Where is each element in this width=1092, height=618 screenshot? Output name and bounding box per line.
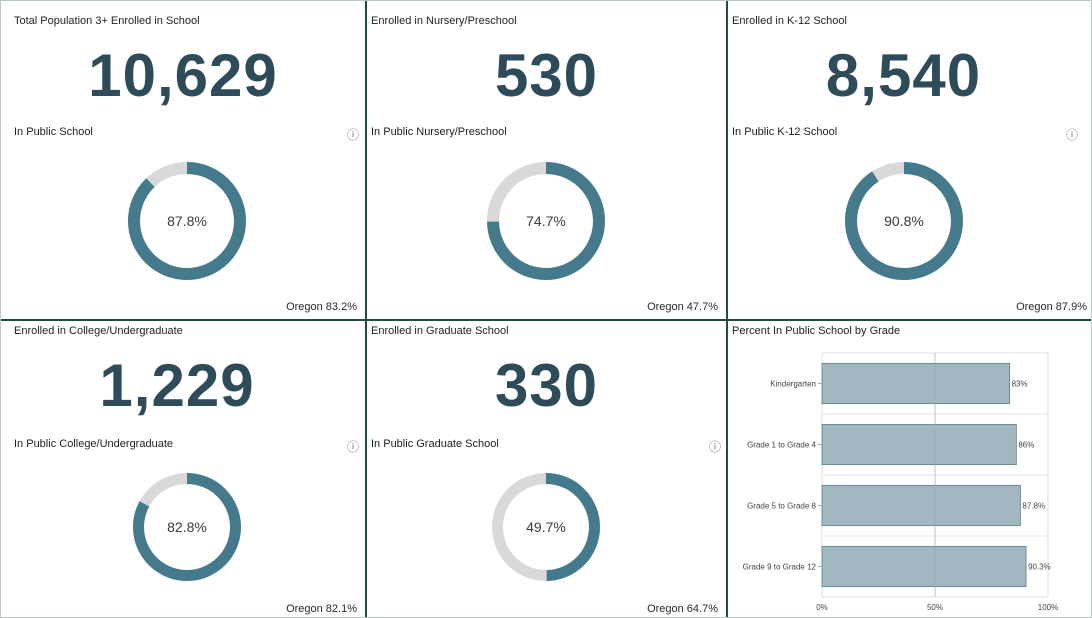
chart-title: Percent In Public School by Grade xyxy=(732,325,901,337)
donut-percent-label: 74.7% xyxy=(526,213,566,229)
info-circle-icon[interactable]: ⓘ xyxy=(709,440,722,454)
panel-total-enrolled: Total Population 3+ Enrolled in School 1… xyxy=(1,1,365,319)
panel-subtitle: In Public College/Undergraduate xyxy=(14,438,173,450)
big-number: 330 xyxy=(494,352,599,419)
panel-k12: Enrolled in K-12 School 8,540 In Public … xyxy=(728,1,1091,319)
panel-nursery-preschool: Enrolled in Nursery/Preschool 530 In Pub… xyxy=(367,1,726,319)
donut-chart: 49.7% xyxy=(492,473,600,581)
info-circle-icon[interactable]: ⓘ xyxy=(347,440,360,454)
donut-value-arc[interactable] xyxy=(492,473,600,581)
donut-chart: 82.8% xyxy=(133,473,241,581)
panel-subtitle: In Public Graduate School xyxy=(371,438,499,450)
state-reference: Oregon 82.1% xyxy=(286,603,357,615)
info-circle-icon[interactable]: ⓘ xyxy=(1066,128,1079,142)
panel-title: Total Population 3+ Enrolled in School xyxy=(14,15,200,27)
panel-grade-bar-chart: Percent In Public School by Grade Kinder… xyxy=(728,321,1091,617)
category-label: Grade 5 to Grade 8 xyxy=(747,502,816,511)
bar-chart: Kindergarten 83% Grade 1 to Grade 4 86% Grad… xyxy=(743,352,1058,612)
bar[interactable] xyxy=(821,362,1010,405)
x-tick-label: 100% xyxy=(1038,603,1058,612)
bar[interactable] xyxy=(821,545,1027,588)
category-label: Kindergarten xyxy=(770,380,816,389)
panel-subtitle: In Public K-12 School xyxy=(732,126,838,138)
category-label: Grade 1 to Grade 4 xyxy=(747,441,816,450)
value-label: 90.3% xyxy=(1028,563,1051,572)
donut-chart: 87.8% xyxy=(128,162,246,280)
donut-chart: 74.7% xyxy=(487,162,605,280)
category-label: Grade 9 to Grade 12 xyxy=(743,563,817,572)
state-reference: Oregon 83.2% xyxy=(286,301,357,313)
divider xyxy=(726,1,728,617)
bar[interactable] xyxy=(821,423,1017,466)
donut-percent-label: 49.7% xyxy=(526,519,566,535)
value-label: 83% xyxy=(1012,380,1028,389)
info-circle-icon[interactable]: ⓘ xyxy=(347,128,360,142)
donut-value-arc[interactable] xyxy=(133,473,241,581)
state-reference: Oregon 64.7% xyxy=(647,603,718,615)
donut-value-arc[interactable] xyxy=(128,162,246,280)
value-label: 86% xyxy=(1018,441,1034,450)
donut-percent-label: 90.8% xyxy=(884,213,924,229)
state-reference: Oregon 87.9% xyxy=(1016,301,1087,313)
panel-title: Enrolled in K-12 School xyxy=(732,15,847,27)
big-number: 10,629 xyxy=(88,42,278,109)
bar[interactable] xyxy=(821,484,1021,527)
value-label: 87.8% xyxy=(1022,502,1045,511)
panel-subtitle: In Public School xyxy=(14,126,93,138)
panel-title: Enrolled in Graduate School xyxy=(371,325,509,337)
panel-college-undergraduate: Enrolled in College/Undergraduate 1,229 … xyxy=(1,321,365,617)
panel-title: Enrolled in Nursery/Preschool xyxy=(371,15,517,27)
donut-value-arc[interactable] xyxy=(845,162,963,280)
panel-subtitle: In Public Nursery/Preschool xyxy=(371,126,507,138)
big-number: 530 xyxy=(494,42,599,109)
panel-title: Enrolled in College/Undergraduate xyxy=(14,325,183,337)
donut-chart: 90.8% xyxy=(845,162,963,280)
divider xyxy=(1,319,1091,321)
divider xyxy=(365,1,367,617)
donut-percent-label: 87.8% xyxy=(167,213,207,229)
big-number: 8,540 xyxy=(825,42,982,109)
big-number: 1,229 xyxy=(99,352,255,419)
donut-percent-label: 82.8% xyxy=(167,519,207,535)
state-reference: Oregon 47.7% xyxy=(647,301,718,313)
donut-value-arc[interactable] xyxy=(487,162,605,280)
panel-graduate-school: Enrolled in Graduate School 330 In Publi… xyxy=(367,321,726,617)
x-tick-label: 50% xyxy=(927,603,943,612)
x-tick-label: 0% xyxy=(816,603,828,612)
